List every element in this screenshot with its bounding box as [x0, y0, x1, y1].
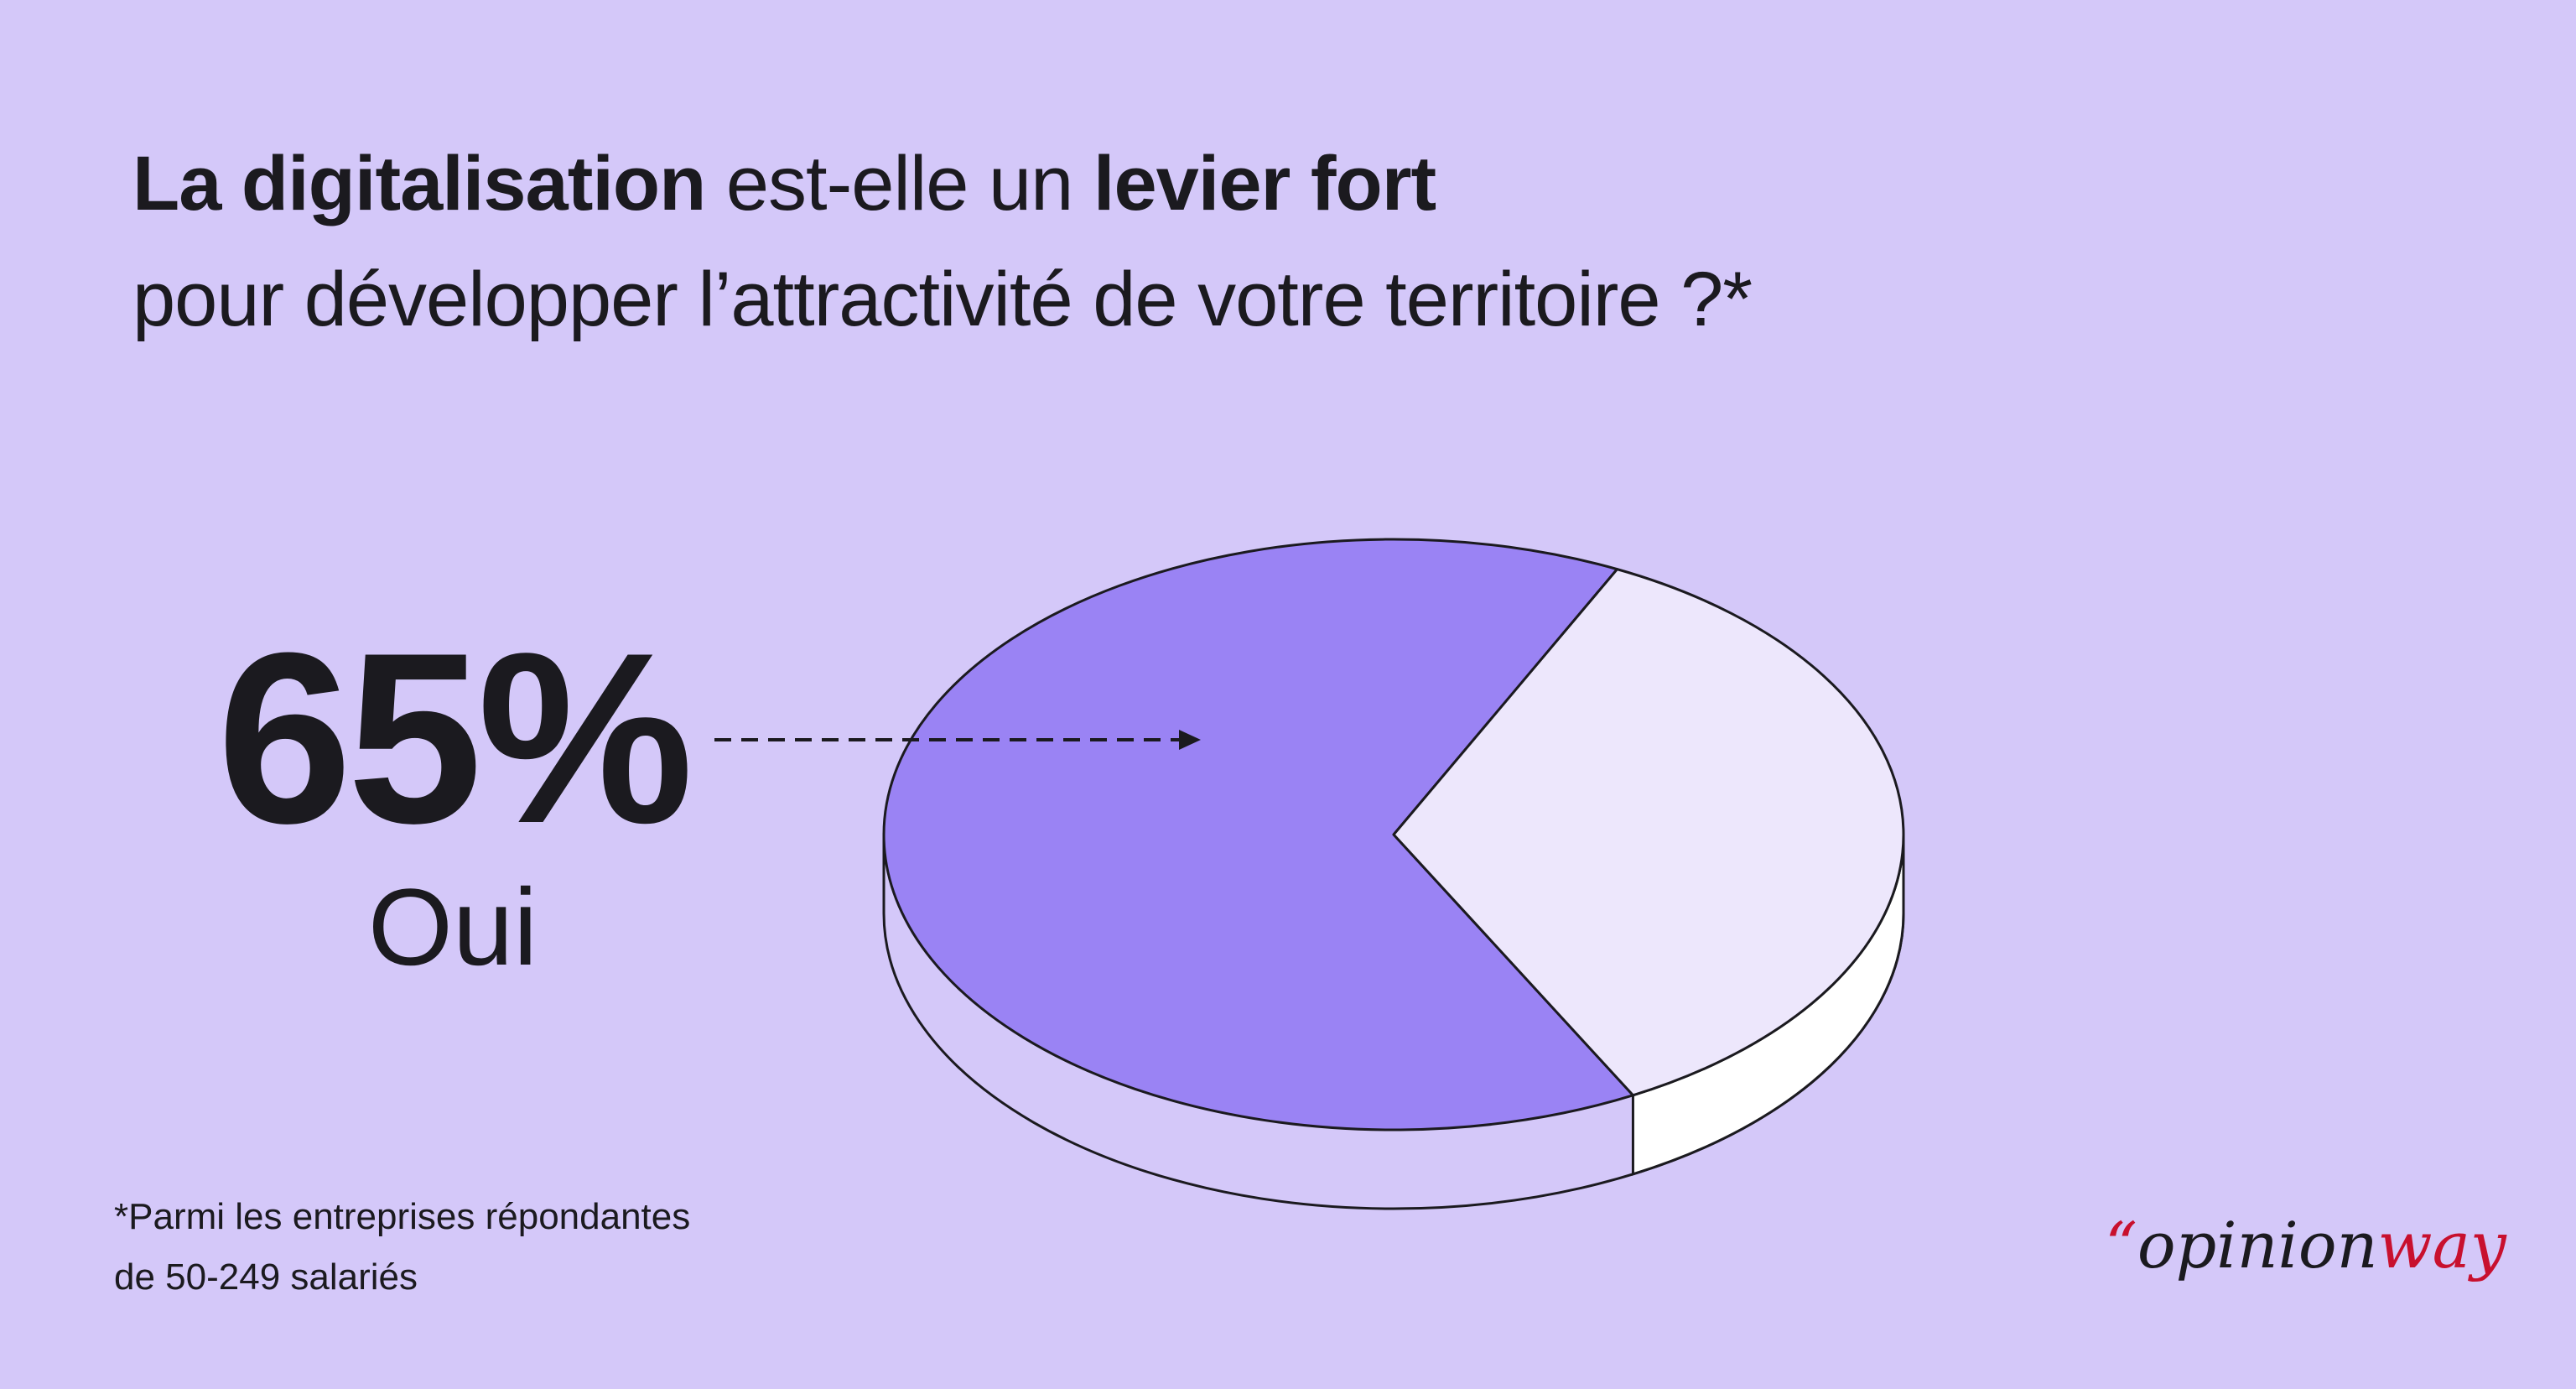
pie-slice-oui	[882, 538, 1634, 1131]
title-regular-1: est-elle un	[705, 141, 1093, 226]
title-bold-1: La digitalisation	[132, 141, 706, 226]
logo-part-2: way	[2377, 1208, 2506, 1282]
footnote: *Parmi les entreprises répondantes de 50…	[114, 1187, 690, 1308]
logo-quote: “	[2105, 1208, 2137, 1282]
title-line-2: pour développer l’attractivité de votre …	[132, 257, 1753, 342]
title-line-1: La digitalisation est-elle un levier for…	[132, 126, 1752, 242]
pie-group	[882, 538, 1905, 1210]
title-bold-2: levier fort	[1093, 141, 1436, 226]
page-title: La digitalisation est-elle un levier for…	[132, 126, 1753, 357]
highlight-value: 65%	[216, 602, 693, 874]
highlight-label: Oui	[367, 866, 538, 988]
pie-slice-other	[1392, 568, 1905, 1097]
footnote-line-2: de 50-249 salariés	[114, 1256, 418, 1298]
opinionway-logo: “opinionway	[2105, 1208, 2506, 1282]
pointer-arrow	[714, 730, 1201, 750]
footnote-line-1: *Parmi les entreprises répondantes	[114, 1196, 691, 1237]
pointer-arrowhead	[1179, 730, 1201, 750]
logo-part-1: opinion	[2137, 1208, 2378, 1282]
